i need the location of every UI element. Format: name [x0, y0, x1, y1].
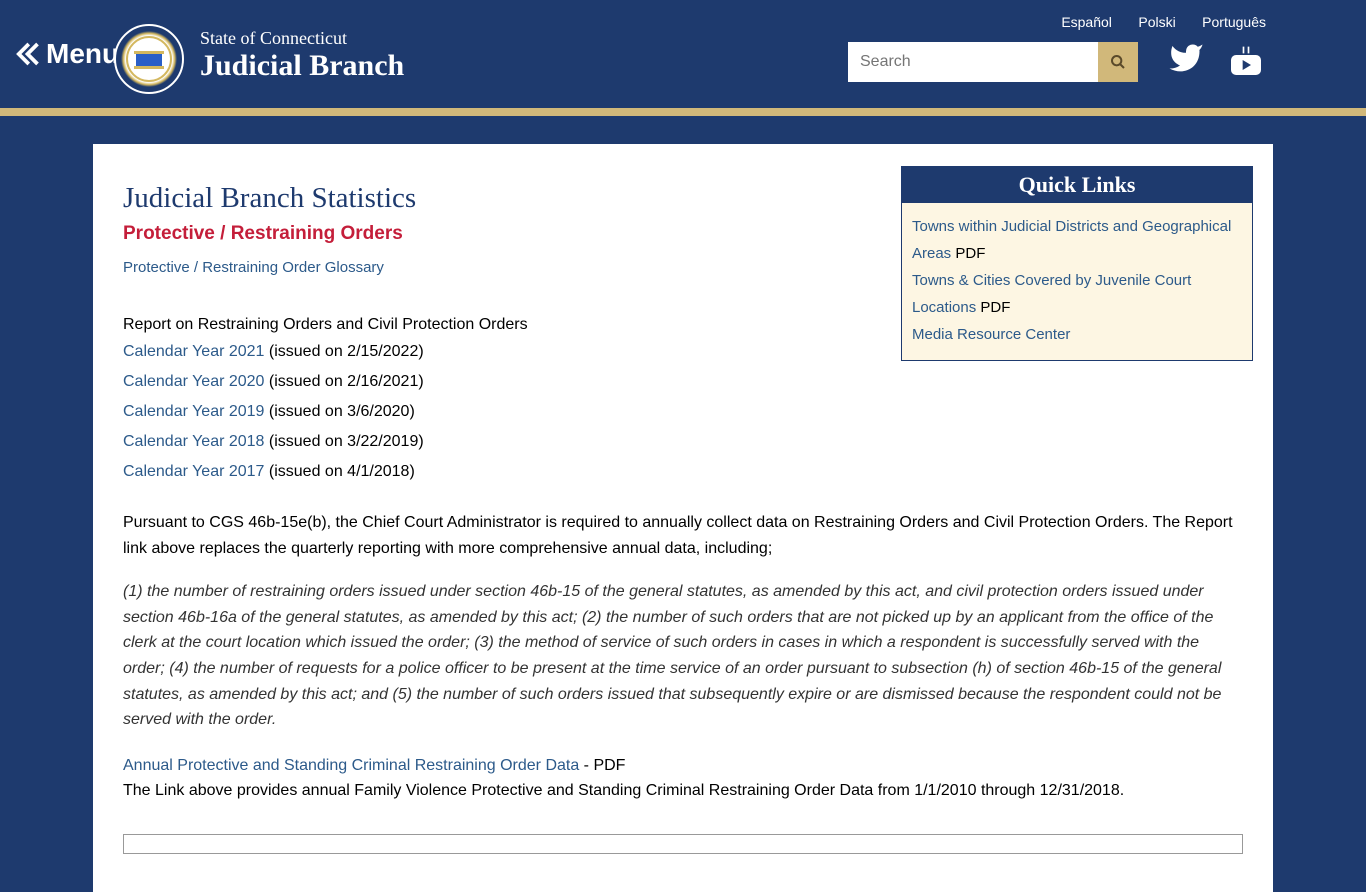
- search-icon: [1110, 54, 1126, 70]
- search-input[interactable]: [848, 42, 1098, 82]
- year-link-2020[interactable]: Calendar Year 2020: [123, 373, 264, 390]
- gold-divider: [0, 108, 1366, 116]
- year-row: Calendar Year 2017 (issued on 4/1/2018): [123, 460, 1243, 484]
- statute-paragraph: (1) the number of restraining orders iss…: [123, 579, 1243, 733]
- year-link-2021[interactable]: Calendar Year 2021: [123, 343, 264, 360]
- youtube-link[interactable]: [1226, 40, 1266, 85]
- quick-link-item: Towns & Cities Covered by Juvenile Court…: [912, 267, 1242, 321]
- chevron-left-icon: [10, 39, 40, 69]
- year-link-2017[interactable]: Calendar Year 2017: [123, 463, 264, 480]
- search-button[interactable]: [1098, 42, 1138, 82]
- annual-data-line: Annual Protective and Standing Criminal …: [123, 753, 1243, 779]
- twitter-icon: [1168, 40, 1204, 76]
- quick-link-item: Media Resource Center: [912, 321, 1242, 348]
- page-background: Quick Links Towns within Judicial Distri…: [0, 116, 1366, 892]
- content-card: Quick Links Towns within Judicial Distri…: [93, 144, 1273, 892]
- state-name: State of Connecticut: [200, 28, 404, 49]
- year-link-2018[interactable]: Calendar Year 2018: [123, 433, 264, 450]
- state-seal[interactable]: [114, 24, 184, 94]
- pdf-suffix: PDF: [951, 245, 985, 262]
- menu-label: Menu: [46, 38, 119, 70]
- social-links: [1168, 40, 1266, 85]
- year-row: Calendar Year 2020 (issued on 2/16/2021): [123, 370, 1243, 394]
- year-row: Calendar Year 2018 (issued on 3/22/2019): [123, 430, 1243, 454]
- lang-link-es[interactable]: Español: [1061, 14, 1112, 30]
- site-header: Español Polski Português Menu State of C…: [0, 0, 1366, 108]
- pursuant-paragraph: Pursuant to CGS 46b-15e(b), the Chief Co…: [123, 510, 1243, 561]
- lang-link-pl[interactable]: Polski: [1138, 14, 1175, 30]
- twitter-link[interactable]: [1168, 40, 1204, 85]
- quick-link-media[interactable]: Media Resource Center: [912, 326, 1070, 343]
- pdf-suffix: - PDF: [579, 757, 625, 774]
- issued-date: (issued on 3/6/2020): [264, 403, 414, 420]
- youtube-icon: [1226, 40, 1266, 80]
- branch-name: Judicial Branch: [200, 49, 404, 83]
- data-table-top: [123, 834, 1243, 854]
- quick-link-item: Towns within Judicial Districts and Geog…: [912, 213, 1242, 267]
- issued-date: (issued on 4/1/2018): [264, 463, 414, 480]
- issued-date: (issued on 2/15/2022): [264, 343, 423, 360]
- quick-link-juvenile[interactable]: Towns & Cities Covered by Juvenile Court…: [912, 272, 1191, 316]
- pdf-suffix: PDF: [976, 299, 1010, 316]
- issued-date: (issued on 3/22/2019): [264, 433, 423, 450]
- annual-data-description: The Link above provides annual Family Vi…: [123, 778, 1243, 804]
- year-link-2019[interactable]: Calendar Year 2019: [123, 403, 264, 420]
- site-branding[interactable]: State of Connecticut Judicial Branch: [200, 28, 404, 83]
- language-bar: Español Polski Português: [1039, 14, 1266, 32]
- quick-links-header: Quick Links: [902, 167, 1252, 203]
- year-row: Calendar Year 2019 (issued on 3/6/2020): [123, 400, 1243, 424]
- lang-link-pt[interactable]: Português: [1202, 14, 1266, 30]
- quick-links-box: Quick Links Towns within Judicial Distri…: [901, 166, 1253, 361]
- issued-date: (issued on 2/16/2021): [264, 373, 423, 390]
- quick-links-body: Towns within Judicial Districts and Geog…: [902, 203, 1252, 360]
- menu-button[interactable]: Menu: [10, 38, 119, 70]
- annual-data-link[interactable]: Annual Protective and Standing Criminal …: [123, 757, 579, 774]
- search-box: [848, 42, 1138, 82]
